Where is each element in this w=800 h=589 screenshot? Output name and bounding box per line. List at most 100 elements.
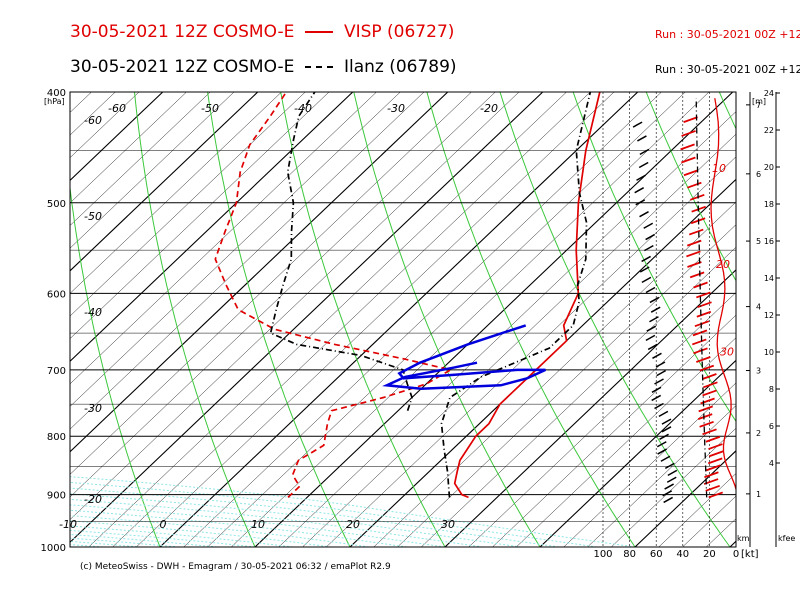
isotherm-line (658, 473, 736, 547)
y-tick-label: 1000 (41, 543, 66, 554)
isotherm-line (70, 92, 472, 475)
run-info-ilanz: Run : 30-05-2021 00Z +12h (655, 63, 800, 76)
dry-adiabat (645, 92, 736, 282)
x-tick-label: 0 (160, 518, 167, 531)
isotherm-line (70, 92, 401, 407)
moist-adiabat (70, 498, 484, 547)
isotherm-line (254, 92, 734, 547)
wind-speed-curve-ilanz (695, 98, 708, 498)
wind-barb-visp (696, 291, 711, 299)
wind-barb-ilanz (652, 352, 662, 359)
wind-barb-ilanz (641, 255, 651, 263)
wind-barb-ilanz (664, 483, 674, 490)
isotherm-label-top: -40 (294, 102, 312, 115)
moist-adiabat (70, 544, 104, 547)
isotherm-line (70, 92, 520, 520)
isotherm-line (421, 246, 736, 547)
wind-barb-visp (693, 347, 708, 355)
wind-barb-ilanz (639, 266, 650, 273)
legend-line-solid-red (305, 31, 334, 33)
isotherm-line (0, 92, 44, 547)
wind-barb-visp (707, 457, 723, 465)
isotherm-line (70, 92, 282, 294)
legend-label-visp: VISP (06727) (343, 22, 455, 42)
y-tick-label: 900 (47, 491, 66, 502)
isotherm-line (70, 92, 544, 543)
wind-barb-ilanz (658, 410, 669, 418)
wind-barb-ilanz (634, 187, 645, 194)
wind-barb-visp (708, 443, 723, 450)
right-panel-label: kfee (778, 534, 795, 543)
wind-barb-visp (700, 397, 715, 405)
right-panel-tick-label: 18 (764, 200, 774, 209)
wind-barb-visp (702, 373, 717, 380)
isotherm-line (778, 92, 800, 547)
wind-barb-ilanz (646, 325, 657, 332)
wind-barb-ilanz (650, 306, 661, 313)
isotherm-line (183, 92, 662, 547)
wind-barb-visp (703, 381, 718, 389)
isotherm-line (70, 92, 164, 182)
wind-barb-visp (686, 250, 701, 258)
wind-tick-label: 80 (623, 549, 636, 560)
isotherm-line (88, 92, 567, 547)
isotherm-line (70, 92, 330, 339)
height-axis-label: [m] (752, 97, 766, 106)
wind-tick-label: 40 (676, 549, 689, 560)
right-panel-tick-label: 6 (769, 422, 774, 431)
moist-adiabat (70, 537, 180, 547)
moist-adiabat (70, 525, 294, 547)
isotherm-line (754, 92, 800, 547)
wind-barb-ilanz (656, 369, 666, 377)
isotherm-line (587, 405, 736, 547)
wind-barb-visp (683, 169, 699, 177)
wind-barb-ilanz (661, 426, 672, 433)
isotherm-line (563, 382, 736, 547)
wind-barb-visp (702, 428, 717, 436)
isotherm-line (70, 92, 259, 272)
wind-barb-ilanz (656, 441, 667, 448)
right-panel-tick-label: 12 (764, 311, 774, 320)
dry-adiabat (70, 184, 161, 547)
isotherm-line (70, 92, 92, 113)
series-line-temperature-2 (440, 92, 592, 498)
isotherm-line (373, 201, 736, 547)
height-tick-label: 3 (756, 367, 761, 376)
isotherm-line (0, 92, 68, 547)
isotherm-label-top: -20 (480, 102, 498, 115)
wind-barb-visp (689, 271, 705, 279)
isotherm-line (207, 92, 686, 547)
wind-barb-ilanz (664, 462, 675, 470)
y-tick-label: 700 (47, 366, 66, 377)
wind-barb-visp (683, 116, 698, 123)
wind-curve-label: 30 (720, 345, 734, 358)
wind-barb-ilanz (663, 496, 674, 504)
isotherm-line (231, 92, 710, 547)
moist-adiabat (70, 481, 598, 547)
y-tick-label: 400 (47, 88, 66, 99)
right-panel-tick-label: 16 (764, 237, 774, 246)
wind-tick-label: 60 (650, 549, 663, 560)
height-tick-label: 7 (756, 101, 761, 110)
legend-line-dashdot-black (305, 66, 334, 68)
isotherm-label-top: -60 (108, 102, 126, 115)
height-axis-unit: km (737, 534, 750, 543)
isotherm-label-left: -30 (84, 402, 102, 415)
right-panel-tick-label: 24 (764, 89, 774, 98)
x-tick-label: 30 (441, 518, 455, 531)
wind-barb-ilanz (637, 135, 647, 142)
series-line-temperature-0 (453, 92, 601, 499)
wind-barb-visp (702, 389, 717, 397)
wind-barb-visp (699, 364, 715, 372)
dry-adiabat (134, 92, 256, 547)
isotherm-line (70, 92, 496, 498)
height-tick-label: 6 (756, 170, 761, 179)
isotherm-line (539, 359, 736, 547)
wind-barb-ilanz (657, 448, 667, 455)
isotherm-line (468, 292, 736, 547)
wind-barb-visp (696, 310, 712, 318)
height-tick-label: 1 (756, 490, 761, 499)
moist-adiabat (70, 529, 256, 547)
plot-frame (69, 91, 737, 548)
wind-barb-visp (708, 450, 724, 458)
